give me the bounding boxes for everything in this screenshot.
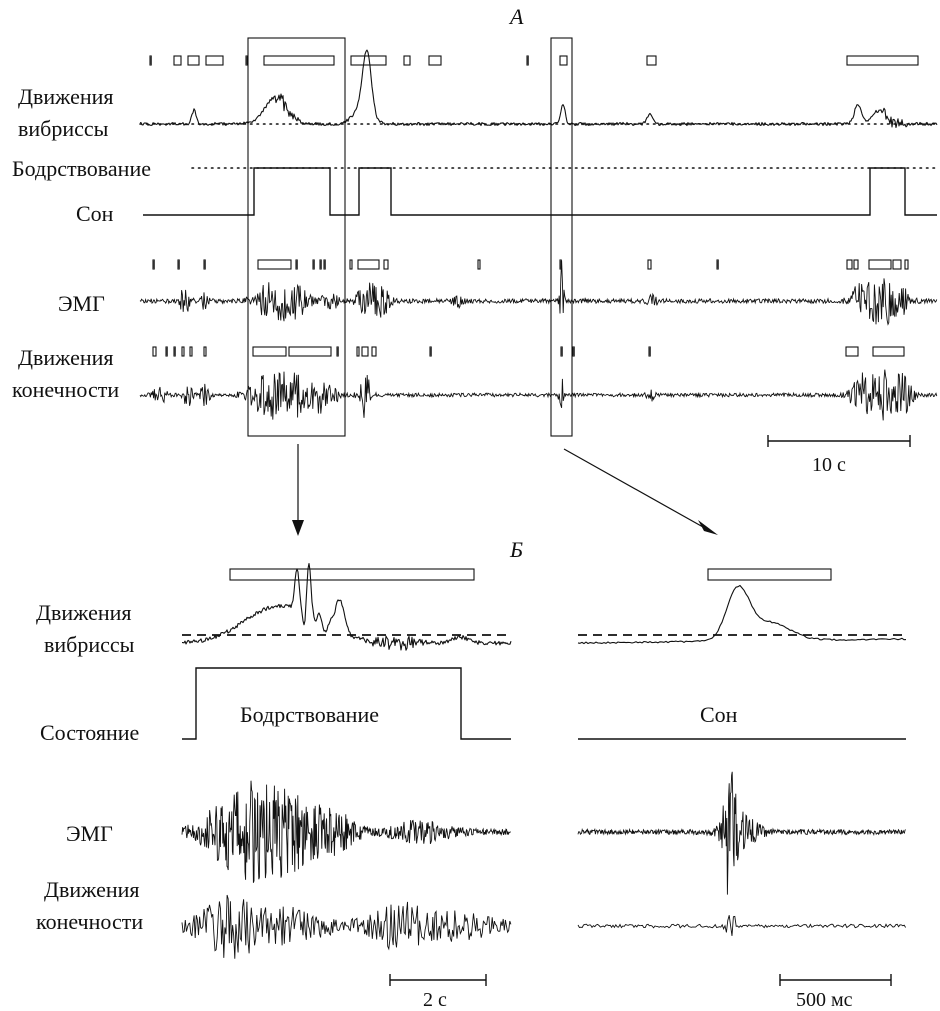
a-limb-event-6 (203, 346, 207, 357)
b-sleep-state-value: Сон (700, 702, 738, 727)
a-emg-label: ЭМГ (58, 291, 105, 316)
a-emg-event-6 (312, 259, 315, 270)
a-limb-trace (139, 369, 938, 421)
a-emg-event-9 (349, 259, 353, 270)
a-limb-event-13 (429, 346, 432, 357)
a-whisker-event-6 (263, 55, 335, 66)
a-emg-event-17 (853, 259, 859, 270)
b-whisker-label-2: вибриссы (44, 632, 135, 657)
a-limb-event-8 (288, 346, 332, 357)
arrow-to-sleep-detail (563, 448, 718, 535)
b-left-scale-bar (389, 974, 487, 986)
a-limb-event-18 (872, 346, 905, 357)
a-emg-trace (139, 260, 938, 326)
a-whisker-event-10 (526, 55, 529, 66)
b-left-scale-bar-label: 2 с (423, 989, 447, 1011)
a-limb-label-2: конечности (12, 377, 119, 402)
a-whisker-event-2 (173, 55, 182, 66)
a-limb-event-3 (173, 346, 176, 357)
a-whisker-event-markers (149, 55, 919, 66)
a-zoom-frame-sleep (550, 37, 573, 437)
a-limb-event-14 (560, 346, 563, 357)
a-limb-event-11 (361, 346, 369, 357)
a-limb-event-2 (165, 346, 168, 357)
a-zoom-frame-wake (247, 37, 346, 437)
a-limb-event-17 (845, 346, 859, 357)
arrow-to-wake-detail (292, 444, 304, 536)
a-emg-event-4 (257, 259, 292, 270)
a-limb-event-4 (181, 346, 185, 357)
a-emg-event-10 (357, 259, 380, 270)
a-limb-event-7 (252, 346, 287, 357)
a-emg-event-7 (319, 259, 322, 270)
b-left-whisker-event (229, 568, 475, 581)
a-limb-event-10 (356, 346, 360, 357)
a-limb-event-markers (152, 346, 905, 357)
b-right-whisker-trace (577, 584, 907, 645)
a-limb-label-1: Движения (18, 345, 114, 370)
panel-b-label: Б (509, 537, 523, 562)
a-emg-event-16 (846, 259, 853, 270)
a-whisker-event-12 (646, 55, 657, 66)
a-emg-event-12 (477, 259, 481, 270)
a-whisker-event-13 (846, 55, 919, 66)
b-limb-label-1: Движения (44, 877, 140, 902)
b-wake-state-value: Бодрствование (240, 702, 379, 727)
b-right-limb-trace (577, 915, 906, 936)
a-whisker-event-11 (559, 55, 568, 66)
a-whisker-event-4 (205, 55, 224, 66)
panel-a-label: А (508, 4, 524, 29)
a-whisker-label-2: вибриссы (18, 116, 109, 141)
a-limb-event-16 (648, 346, 651, 357)
b-emg-label: ЭМГ (66, 821, 113, 846)
a-emg-event-5 (295, 259, 298, 270)
a-whisker-event-3 (187, 55, 200, 66)
a-wake-label: Бодрствование (12, 156, 151, 181)
a-scale-bar-label: 10 с (812, 454, 846, 476)
a-emg-event-3 (203, 259, 206, 270)
a-emg-event-2 (177, 259, 180, 270)
a-limb-event-5 (189, 346, 193, 357)
a-limb-event-1 (152, 346, 157, 357)
a-emg-event-8 (323, 259, 326, 270)
b-state-label: Состояние (40, 720, 139, 745)
b-right-emg-trace (577, 771, 906, 895)
a-emg-event-20 (904, 259, 909, 270)
b-right-scale-bar (779, 974, 892, 986)
a-emg-event-15 (716, 259, 719, 270)
a-emg-event-1 (152, 259, 155, 270)
a-emg-event-11 (383, 259, 389, 270)
a-scale-bar (767, 435, 911, 447)
b-right-scale-bar-label: 500 мс (796, 989, 853, 1011)
a-whisker-label-1: Движения (18, 84, 114, 109)
a-whisker-event-5 (245, 55, 248, 66)
b-whisker-label-1: Движения (36, 600, 132, 625)
a-sleep-label: Сон (76, 201, 114, 226)
a-whisker-event-8 (403, 55, 411, 66)
a-emg-event-14 (647, 259, 652, 270)
b-left-whisker-trace (182, 562, 512, 651)
b-left-emg-trace (181, 780, 511, 883)
a-state-trace (143, 167, 937, 216)
a-emg-event-markers (152, 259, 909, 270)
a-whisker-trace (139, 49, 938, 129)
a-whisker-event-9 (428, 55, 442, 66)
b-limb-label-2: конечности (36, 909, 143, 934)
a-limb-event-9 (336, 346, 339, 357)
b-left-state-trace (182, 667, 511, 740)
b-right-whisker-event (707, 568, 832, 581)
a-emg-event-18 (868, 259, 892, 270)
a-whisker-event-1 (149, 55, 152, 66)
a-limb-event-12 (371, 346, 377, 357)
a-emg-event-19 (892, 259, 902, 270)
b-left-limb-trace (181, 894, 512, 959)
a-limb-event-15 (572, 346, 575, 357)
